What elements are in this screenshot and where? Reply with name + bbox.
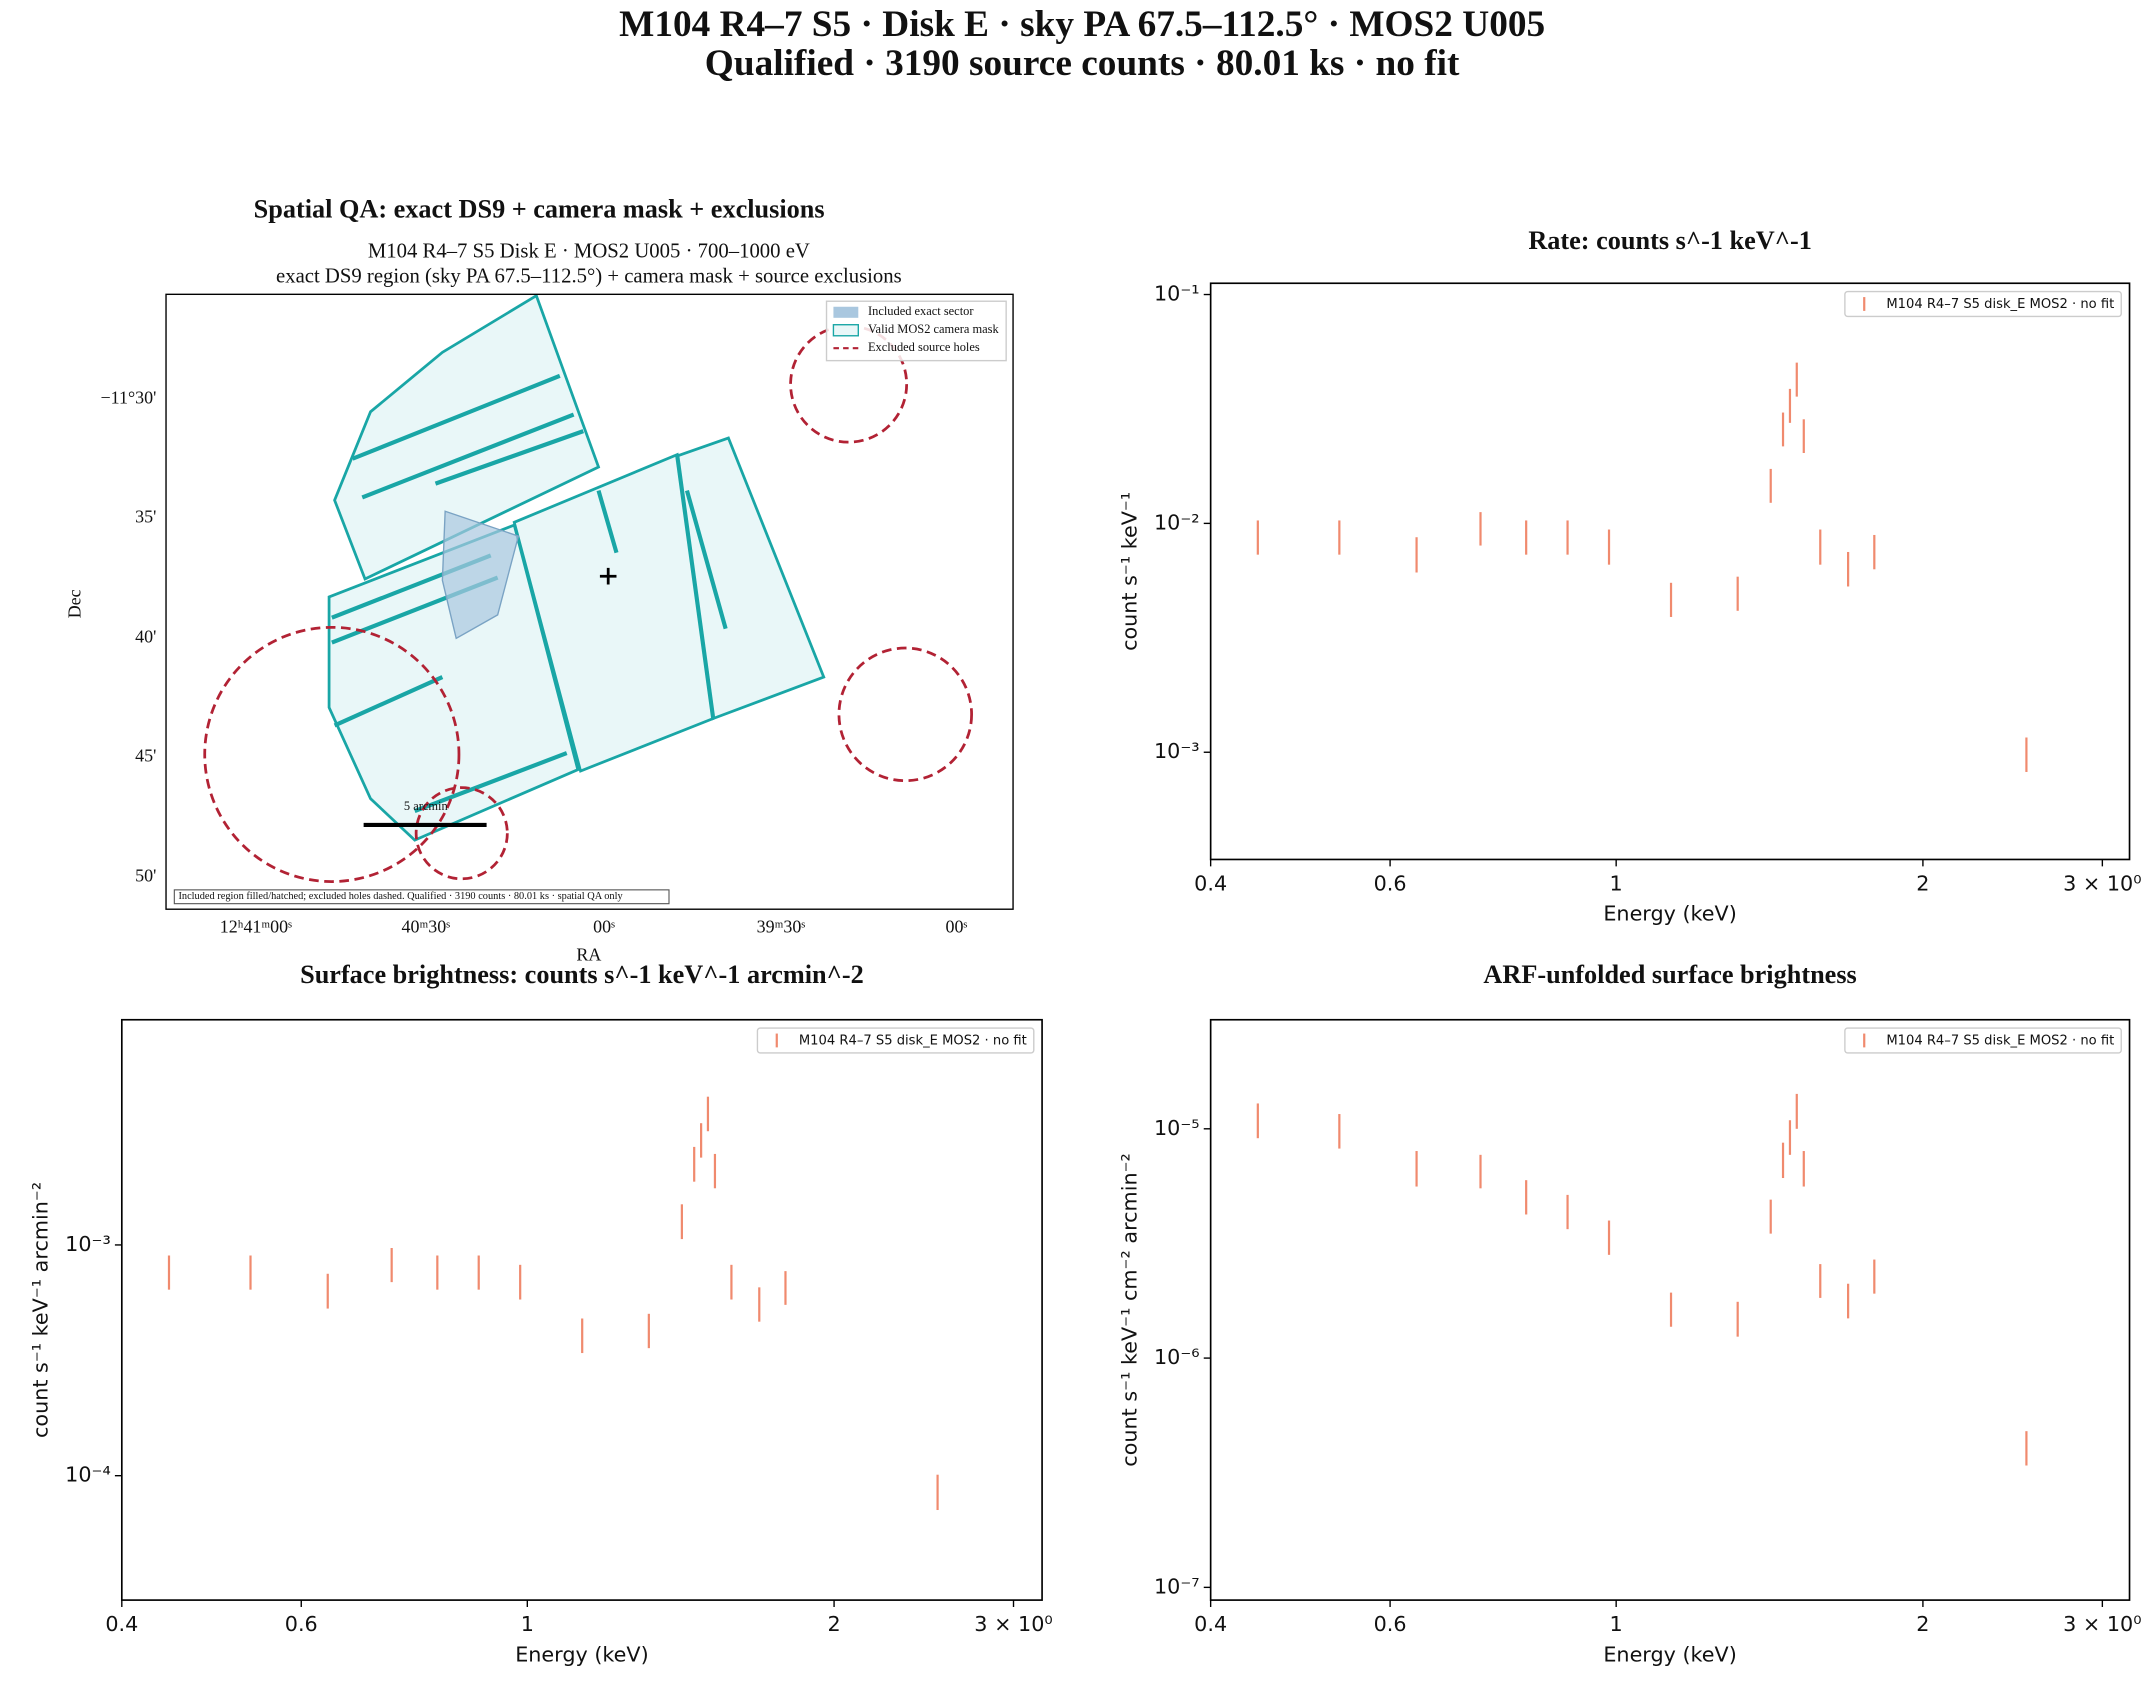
y-tick-label: 10⁻¹: [1154, 282, 1200, 306]
camera-mask: [327, 293, 826, 842]
scale-bar-label: 5 arcmin: [404, 799, 449, 813]
panel-title: Spatial QA: exact DS9 + camera mask + ex…: [254, 194, 825, 223]
x-tick-label: 3 × 10⁰: [2063, 1612, 2141, 1636]
x-tick-label: 1: [521, 1612, 534, 1636]
spectrum-panel: Rate: counts s^-1 keV^-1 0.4 0.6 1 2 3 × 10⁰ 1…: [1118, 226, 2142, 926]
suptitle: Qualified · 3190 source counts · 80.01 k…: [705, 43, 1460, 84]
x-tick-label: 2: [827, 1612, 840, 1636]
y-axis-label: Dec: [64, 589, 84, 618]
x-tick-label: 1: [1610, 1612, 1623, 1636]
y-tick-label: 10⁻³: [1154, 739, 1200, 763]
legend-label: Valid MOS2 camera mask: [868, 322, 1000, 336]
x-axis-label: Energy (keV): [515, 1642, 648, 1666]
legend-label: M104 R4–7 S5 disk_E MOS2 · no fit: [1886, 1034, 2114, 1049]
y-tick-label: 10⁻⁴: [65, 1463, 111, 1487]
x-tick-label: 0.4: [1194, 1612, 1227, 1636]
y-tick-label: 10⁻⁵: [1154, 1116, 1200, 1140]
y-axis-label: count s⁻¹ keV⁻¹: [1118, 492, 1142, 651]
note-box: [173, 889, 670, 905]
y-tick-label: −11°30': [101, 387, 157, 407]
x-tick-label: 00ˢ: [593, 917, 615, 937]
panel-title: Rate: counts s^-1 keV^-1: [1528, 226, 1812, 255]
spatial-panel: Spatial QA: exact DS9 + camera mask + ex…: [64, 194, 1014, 964]
x-tick-label: 39ᵐ30ˢ: [757, 917, 806, 937]
axes-frame: [1209, 1018, 2131, 1601]
legend-label: Excluded source holes: [868, 340, 980, 354]
x-tick-label: 3 × 10⁰: [974, 1612, 1052, 1636]
center-cross: [599, 567, 617, 585]
panel-title: ARF-unfolded surface brightness: [1483, 960, 1856, 989]
x-tick-label: 3 × 10⁰: [2063, 871, 2141, 895]
spectrum-panel: ARF-unfolded surface brightness 0.4 0.6 1 2 3…: [1118, 960, 2142, 1666]
legend-label: Included exact sector: [868, 304, 974, 318]
note: Included region filled/hatched; excluded…: [178, 891, 623, 902]
y-axis-label: count s⁻¹ keV⁻¹ cm⁻² arcmin⁻²: [1118, 1153, 1142, 1467]
x-tick-label: 00ˢ: [946, 917, 968, 937]
legend-swatch: [832, 324, 859, 337]
x-tick-label: 0.4: [1194, 871, 1227, 895]
panel-subtitle: exact DS9 region (sky PA 67.5–112.5°) + …: [276, 265, 902, 287]
included-sector: [441, 510, 520, 640]
x-axis-label: Energy (keV): [1603, 1642, 1736, 1666]
x-axis-label: Energy (keV): [1603, 902, 1736, 926]
x-tick-label: 0.6: [285, 1612, 318, 1636]
x-tick-label: 40ᵐ30ˢ: [402, 917, 451, 937]
y-tick-label: 10⁻⁷: [1154, 1574, 1200, 1598]
x-tick-label: 0.4: [105, 1612, 138, 1636]
x-axis-label: RA: [576, 944, 601, 964]
x-tick-label: 2: [1916, 871, 1929, 895]
axes-frame: [165, 293, 1014, 910]
exclusion-holes: [203, 324, 973, 883]
y-tick-label: 45': [135, 745, 156, 765]
y-tick-label: 10⁻³: [65, 1232, 111, 1256]
spectrum-panel: Surface brightness: counts s^-1 keV^-1 a…: [29, 960, 1053, 1666]
suptitle: M104 R4–7 S5 · Disk E · sky PA 67.5–112.…: [619, 4, 1545, 45]
y-tick-label: 50': [135, 866, 156, 886]
axes-frame: [1209, 282, 2131, 861]
x-tick-label: 0.6: [1374, 871, 1407, 895]
legend-swatch: [833, 306, 859, 318]
legend: [1844, 290, 2122, 318]
y-tick-label: 40': [135, 627, 156, 647]
x-tick-label: 0.6: [1374, 1612, 1407, 1636]
x-tick-label: 2: [1916, 1612, 1929, 1636]
legend: [756, 1027, 1035, 1054]
y-tick-label: 10⁻²: [1154, 510, 1200, 534]
panel-subtitle: M104 R4–7 S5 Disk E · MOS2 U005 · 700–10…: [368, 241, 810, 263]
legend: [1844, 1027, 2122, 1054]
x-tick-label: 1: [1610, 871, 1623, 895]
y-axis-label: count s⁻¹ keV⁻¹ arcmin⁻²: [29, 1182, 53, 1438]
y-tick-label: 35': [135, 506, 156, 526]
panel-title: Surface brightness: counts s^-1 keV^-1 a…: [300, 960, 864, 989]
x-tick-label: 12ʰ41ᵐ00ˢ: [220, 917, 292, 937]
y-tick-label: 10⁻⁶: [1154, 1345, 1200, 1369]
axes-frame: [120, 1018, 1043, 1601]
legend-label: M104 R4–7 S5 disk_E MOS2 · no fit: [1886, 297, 2114, 312]
ccd-chip: [333, 293, 601, 581]
legend-label: M104 R4–7 S5 disk_E MOS2 · no fit: [799, 1034, 1027, 1049]
